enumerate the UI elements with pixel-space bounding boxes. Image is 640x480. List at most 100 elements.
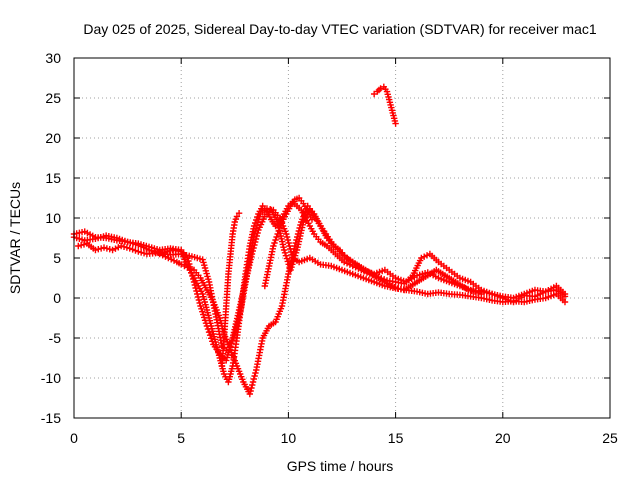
data-point-fill (474, 289, 482, 296)
data-point (100, 244, 108, 251)
data-point-fill (249, 378, 257, 386)
data-point-fill (275, 227, 282, 235)
data-point-fill (295, 227, 303, 235)
data-point (250, 222, 258, 230)
series-track-3 (75, 198, 569, 386)
data-point-fill (283, 255, 291, 262)
data-point-fill (200, 311, 207, 318)
data-point (184, 254, 191, 262)
data-point-fill (251, 238, 259, 246)
data-point-fill (253, 232, 260, 240)
data-point-fill (251, 219, 259, 227)
data-point (235, 210, 243, 217)
data-point (418, 254, 425, 262)
data-point-fill (251, 372, 258, 380)
data-point-fill (140, 250, 148, 257)
data-point-fill (343, 260, 351, 267)
data-point-fill (198, 305, 205, 313)
data-point (135, 248, 142, 255)
data-point-fill (254, 229, 261, 237)
data-point-fill (199, 308, 206, 315)
data-point-fill (296, 224, 303, 232)
data-point-fill (420, 253, 428, 260)
data-point (291, 242, 299, 250)
data-point-fill (294, 233, 301, 241)
x-axis-label: GPS time / hours (287, 458, 394, 474)
data-point (117, 242, 125, 250)
data-point-fill (272, 236, 279, 244)
data-point-fill (292, 239, 299, 247)
data-point-fill (249, 247, 256, 255)
data-point (471, 288, 479, 295)
data-point-fill (251, 241, 258, 249)
ticks-layer: 0 5 10 15 20 25 -15 -10 -5 0 5 10 15 20 25 30 (41, 50, 618, 446)
data-point-fill (468, 287, 475, 294)
y-tick-label: -10 (41, 370, 61, 386)
series-track-6 (218, 210, 243, 370)
data-point-fill (194, 290, 201, 298)
data-point (561, 290, 569, 298)
series-track-2 (70, 206, 569, 364)
data-point-fill (137, 249, 145, 256)
data-point-fill (253, 216, 260, 224)
data-point-fill (206, 332, 214, 339)
data-point-fill (166, 247, 173, 254)
data-point-fill (167, 256, 175, 263)
data-point (392, 120, 399, 127)
data-point-fill (397, 286, 405, 293)
data-point (478, 290, 485, 298)
y-axis-label: SDTVAR / TECUs (7, 182, 23, 294)
data-point-fill (252, 235, 260, 243)
y-tick-label: 0 (53, 290, 61, 306)
data-point-fill (276, 224, 284, 232)
data-point-fill (297, 221, 304, 229)
data-point-fill (248, 384, 255, 392)
marks-layer (70, 83, 569, 398)
data-point-fill (112, 245, 119, 252)
data-point-fill (163, 248, 171, 255)
data-point (561, 298, 569, 306)
data-point-fill (285, 239, 292, 247)
x-tick-label: 10 (281, 430, 297, 446)
data-point-fill (284, 236, 292, 244)
data-point-fill (250, 375, 258, 383)
data-point-fill (205, 328, 213, 336)
data-point-fill (80, 241, 88, 248)
series-track-5 (370, 83, 399, 127)
data-point (280, 246, 288, 254)
data-point-fill (293, 236, 300, 244)
data-point-fill (115, 244, 122, 251)
data-point-fill (249, 381, 256, 389)
data-point (197, 302, 204, 310)
data-point (75, 242, 82, 250)
data-point-fill (132, 247, 139, 254)
data-point-fill (283, 233, 291, 241)
x-tick-label: 25 (602, 430, 618, 446)
data-point-fill (77, 242, 85, 249)
data-point-fill (123, 244, 131, 251)
data-point-fill (282, 252, 290, 259)
data-point (394, 285, 401, 292)
data-point (283, 230, 290, 238)
x-tick-label: 5 (177, 430, 185, 446)
series-track-7 (261, 194, 316, 290)
data-point-fill (294, 230, 302, 238)
data-point (465, 286, 472, 294)
data-point (165, 254, 172, 262)
grid-layer (74, 58, 610, 418)
data-point (308, 216, 316, 223)
data-point-fill (277, 221, 285, 229)
data-point (246, 390, 254, 398)
data-point (377, 85, 384, 92)
data-point-fill (159, 252, 166, 259)
data-point-fill (95, 246, 102, 253)
data-point-fill (97, 245, 105, 252)
data-point-fill (129, 246, 136, 253)
y-tick-label: -15 (41, 410, 61, 426)
y-tick-label: 25 (45, 90, 61, 106)
data-point (274, 230, 281, 238)
x-tick-label: 15 (388, 430, 404, 446)
data-point-fill (286, 242, 293, 250)
